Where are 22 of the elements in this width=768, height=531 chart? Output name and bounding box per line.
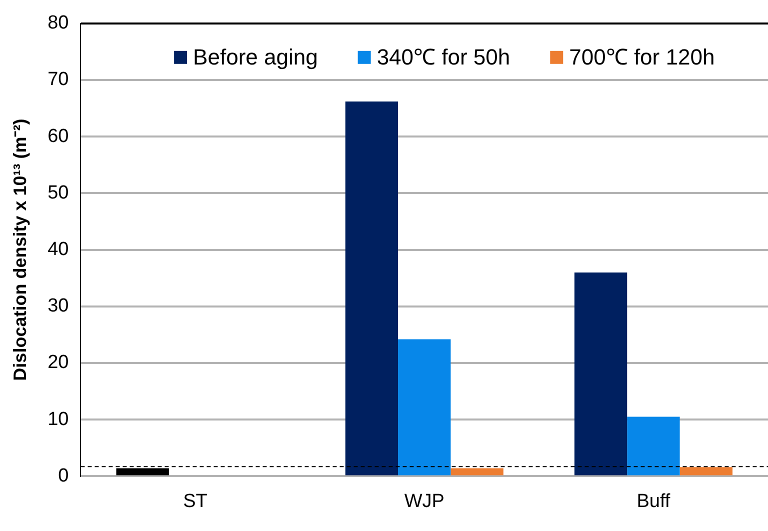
bar xyxy=(345,102,398,476)
bar xyxy=(574,272,628,476)
x-tick-label: ST xyxy=(183,490,208,512)
bar xyxy=(398,339,451,476)
y-tick-label: 50 xyxy=(48,182,69,204)
y-tick-label: 70 xyxy=(48,69,69,90)
bar xyxy=(680,467,732,476)
y-axis-title: Dislocation density x 10¹³ (m⁻²) xyxy=(10,118,30,381)
y-tick-label: 80 xyxy=(48,12,69,34)
bar xyxy=(450,468,504,476)
y-tick-label: 0 xyxy=(58,465,69,486)
bar xyxy=(627,416,680,476)
legend-label: 340℃ for 50h xyxy=(376,44,510,70)
legend-label: 700℃ for 120h xyxy=(569,44,715,70)
x-tick-label: Buff xyxy=(636,490,671,512)
y-tick-label: 20 xyxy=(48,352,69,374)
y-tick-label: 40 xyxy=(48,239,69,260)
x-tick-label: WJP xyxy=(404,490,444,512)
y-tick-label: 10 xyxy=(48,408,69,430)
legend-label: Before aging xyxy=(193,44,318,70)
y-tick-label: 30 xyxy=(48,296,69,317)
y-tick-label: 60 xyxy=(48,126,69,147)
